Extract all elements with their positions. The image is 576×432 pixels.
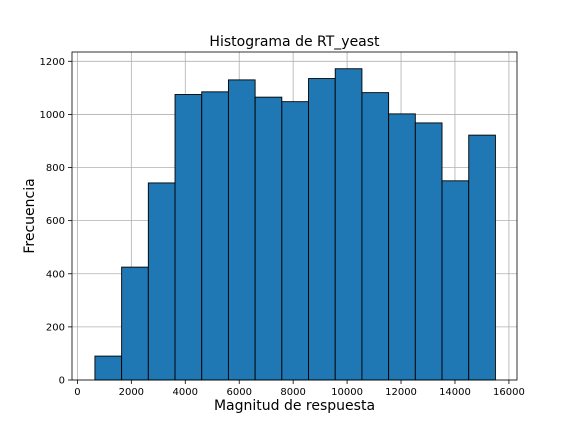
y-tick-label: 1200 [40, 57, 65, 68]
y-tick-label: 400 [46, 269, 65, 280]
y-axis: 0 200 400 600 800 1000 1200 [40, 57, 72, 387]
histogram-bar [94, 355, 123, 381]
histogram-bar [414, 122, 443, 381]
x-tick-label: 14000 [439, 387, 471, 398]
x-tick-label: 0 [74, 387, 80, 398]
histogram-bar [441, 180, 470, 381]
histogram-bar [201, 91, 229, 381]
histogram-bar [121, 266, 149, 381]
histogram-bar [468, 134, 496, 381]
plot-frame [71, 51, 518, 381]
histogram-bar [227, 79, 256, 381]
chart-title: Histograma de RT_yeast [209, 34, 380, 50]
histogram-bar [254, 96, 283, 381]
histogram-bar [281, 101, 309, 381]
x-axis: 0 2000 4000 6000 8000 10000 12000 14000 16000 [74, 380, 525, 398]
x-tick-label: 12000 [385, 387, 417, 398]
x-tick-label: 6000 [226, 387, 251, 398]
histogram-bar [147, 182, 176, 381]
y-tick-label: 800 [46, 163, 65, 174]
histogram-bar [361, 92, 390, 381]
x-tick-label: 2000 [119, 387, 144, 398]
histogram-bars [94, 68, 496, 381]
y-tick-label: 1000 [40, 110, 65, 121]
x-tick-label: 8000 [280, 387, 305, 398]
x-tick-label: 4000 [173, 387, 198, 398]
x-tick-label: 10000 [331, 387, 363, 398]
y-axis-label: Frecuencia [22, 178, 38, 253]
x-axis-label: Magnitud de respuesta [214, 398, 375, 414]
histogram-bar [308, 78, 336, 381]
y-tick-label: 0 [59, 376, 65, 387]
histogram-bar [174, 94, 203, 381]
y-tick-label: 200 [46, 322, 65, 333]
x-tick-label: 16000 [493, 387, 525, 398]
y-tick-label: 600 [46, 216, 65, 227]
histogram-bar [388, 113, 416, 381]
histogram-bar [334, 68, 363, 381]
